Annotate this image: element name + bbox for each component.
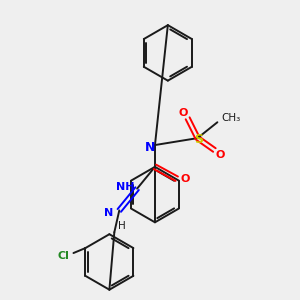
Text: O: O xyxy=(178,108,188,118)
Text: NH: NH xyxy=(116,182,134,192)
Text: Cl: Cl xyxy=(58,251,70,261)
Text: S: S xyxy=(194,133,203,146)
Text: N: N xyxy=(104,208,113,218)
Text: O: O xyxy=(181,174,190,184)
Text: N: N xyxy=(145,140,155,154)
Text: H: H xyxy=(118,221,126,231)
Text: CH₃: CH₃ xyxy=(222,113,241,123)
Text: O: O xyxy=(216,150,225,160)
